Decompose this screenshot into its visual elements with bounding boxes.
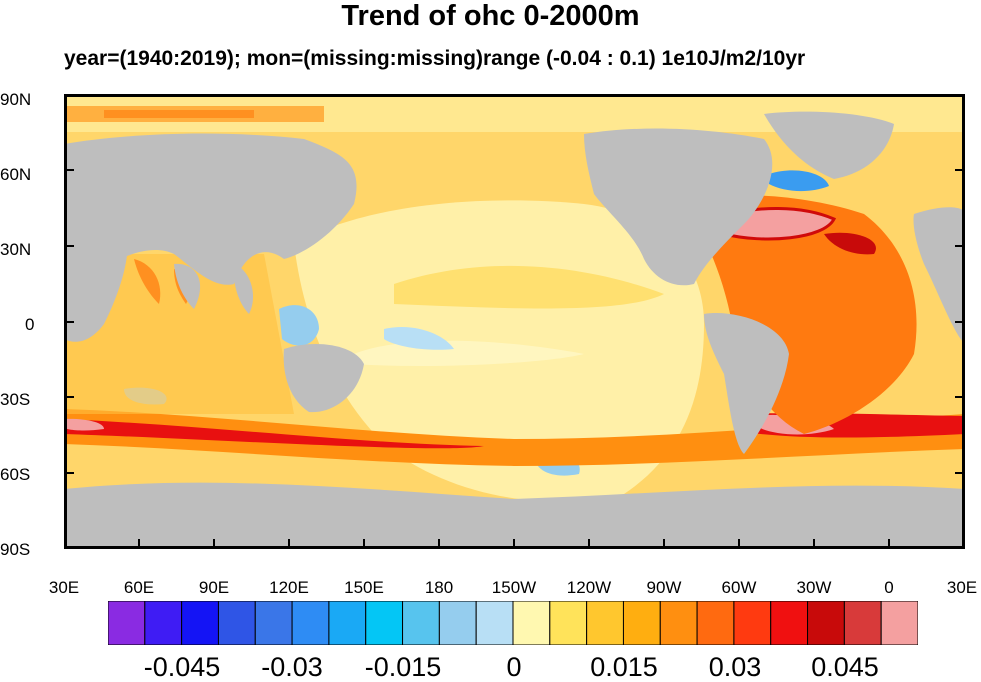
- colorbar-swatch: [365, 601, 404, 645]
- x-tick-60e: 60E: [123, 578, 155, 597]
- map-title: Trend of ohc 0-2000m: [341, 0, 640, 32]
- atlantic-warm-region: [684, 195, 917, 434]
- colorbar-label-03: 0.03: [708, 652, 762, 682]
- colorbar-label-neg045: -0.045: [143, 652, 221, 682]
- colorbar: [108, 601, 918, 645]
- colorbar-swatch: [402, 601, 440, 645]
- y-tick-60n: 60N: [0, 165, 32, 184]
- colorbar-swatch: [586, 601, 624, 645]
- colorbar-swatch: [475, 601, 514, 645]
- y-tick-90s: 90S: [0, 540, 31, 559]
- y-tick-30n: 30N: [0, 240, 32, 259]
- colorbar-swatch: [843, 601, 882, 645]
- colorbar-swatch: [438, 601, 477, 645]
- colorbar-swatch: [144, 601, 183, 645]
- x-tick-150w: 150W: [491, 578, 537, 597]
- colorbar-swatch: [733, 601, 772, 645]
- colorbar-label-neg015: -0.015: [364, 652, 442, 682]
- y-tick-30s: 30S: [0, 390, 31, 409]
- colorbar-label-045: 0.045: [811, 652, 879, 682]
- colorbar-swatch: [291, 601, 330, 645]
- colorbar-swatch: [659, 601, 698, 645]
- antarctica: [64, 482, 965, 549]
- y-tick-0: 0: [25, 315, 35, 334]
- x-tick-30w: 30W: [796, 578, 832, 597]
- colorbar-swatch: [328, 601, 367, 645]
- x-tick-60w: 60W: [721, 578, 757, 597]
- y-tick-90n: 90N: [0, 90, 32, 109]
- x-tick-120e: 120E: [269, 578, 309, 597]
- y-tick-60s: 60S: [0, 465, 31, 484]
- colorbar-label-015: 0.015: [590, 652, 658, 682]
- colorbar-swatch: [254, 601, 293, 645]
- colorbar-swatch: [696, 601, 735, 645]
- west-pacific-blue-patch: [279, 305, 319, 346]
- colorbar-swatch: [770, 601, 809, 645]
- x-tick-120w: 120W: [566, 578, 612, 597]
- map-subtitle: year=(1940:2019); mon=(missing:missing)r…: [64, 47, 806, 70]
- labrador-blue-patch: [769, 170, 829, 192]
- colorbar-swatch: [108, 601, 146, 645]
- x-tick-90w: 90W: [646, 578, 682, 597]
- map-plot: [64, 94, 965, 549]
- southern-ocean-warm-band: [64, 409, 965, 466]
- x-tick-30e-end: 30E: [946, 578, 978, 597]
- x-tick-180: 180: [424, 578, 454, 597]
- colorbar-swatch: [181, 601, 219, 645]
- x-tick-90e: 90E: [198, 578, 230, 597]
- x-tick-0: 0: [884, 578, 894, 597]
- colorbar-swatch: [217, 601, 256, 645]
- colorbar-swatch: [512, 601, 551, 645]
- colorbar-swatch: [807, 601, 845, 645]
- tick-marks: [64, 94, 965, 549]
- colorbar-swatch: [549, 601, 588, 645]
- colorbar-label-0: 0: [506, 652, 522, 682]
- colorbar-swatch: [880, 601, 918, 645]
- x-tick-150e: 150E: [344, 578, 384, 597]
- x-tick-30e: 30E: [48, 578, 80, 597]
- land-masses: [64, 111, 965, 549]
- colorbar-label-neg03: -0.03: [261, 652, 323, 682]
- colorbar-swatch: [622, 601, 661, 645]
